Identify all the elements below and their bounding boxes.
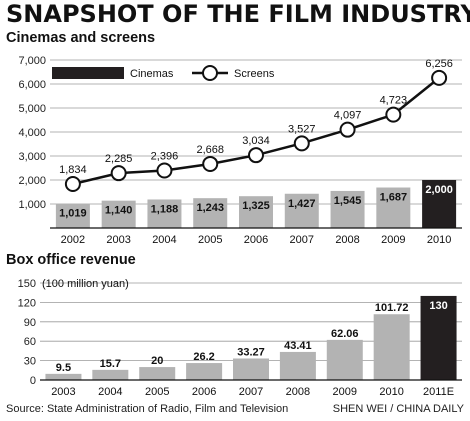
data-label-screens: 3,034 bbox=[242, 135, 270, 147]
data-label-revenue: 101.72 bbox=[375, 302, 409, 314]
y-tick-label: 7,000 bbox=[18, 55, 46, 67]
bar-cinemas bbox=[376, 187, 411, 228]
bar-cinemas bbox=[101, 200, 136, 228]
point-screens bbox=[248, 147, 264, 164]
data-label-revenue: 15.7 bbox=[100, 358, 121, 370]
data-label-screens: 2,396 bbox=[151, 150, 179, 162]
legend-label-screens: Screens bbox=[234, 68, 275, 80]
point-screens bbox=[339, 121, 356, 138]
bar-cinemas bbox=[147, 199, 182, 228]
x-tick-label: 2006 bbox=[244, 234, 268, 246]
x-tick-label: 2007 bbox=[239, 386, 263, 398]
data-label-screens: 3,527 bbox=[288, 123, 316, 135]
y-tick-label: 6,000 bbox=[18, 79, 46, 91]
source-note: Source: State Administration of Radio, F… bbox=[6, 403, 289, 415]
x-tick-label: 2007 bbox=[290, 234, 314, 246]
data-label-revenue: 9.5 bbox=[56, 362, 71, 374]
page-title: SNAPSHOT OF THE FILM INDUSTRY bbox=[6, 0, 470, 28]
data-label-cinemas: 1,140 bbox=[105, 205, 133, 217]
x-tick-label: 2005 bbox=[145, 386, 169, 398]
point-screens bbox=[110, 165, 127, 182]
x-tick-label: 2008 bbox=[286, 386, 310, 398]
credit-note: SHEN WEI / CHINA DAILY bbox=[332, 403, 464, 415]
data-label-revenue: 26.2 bbox=[193, 351, 214, 363]
data-label-screens: 1,834 bbox=[59, 164, 87, 176]
y-tick-label: 3,000 bbox=[18, 151, 46, 163]
legend-marker-screens bbox=[202, 65, 218, 81]
x-tick-label: 2003 bbox=[106, 234, 130, 246]
x-tick-label: 2002 bbox=[61, 234, 85, 246]
data-label-revenue: 130 bbox=[429, 300, 447, 312]
x-tick-label: 2008 bbox=[335, 234, 359, 246]
legend-swatch-cinemas bbox=[52, 67, 124, 79]
point-screens bbox=[431, 69, 448, 86]
chart-title-cinemas-screens: Cinemas and screens bbox=[6, 30, 156, 46]
y-tick-label: 90 bbox=[24, 317, 36, 329]
data-label-cinemas: 1,687 bbox=[380, 192, 408, 204]
x-tick-label: 2009 bbox=[333, 386, 357, 398]
x-tick-label: 2010 bbox=[427, 234, 451, 246]
y-tick-label: 150 bbox=[18, 278, 36, 290]
data-label-screens: 6,256 bbox=[425, 58, 453, 70]
y-tick-label: 5,000 bbox=[18, 103, 46, 115]
bar-cinemas bbox=[239, 196, 273, 228]
bar-cinemas bbox=[330, 190, 365, 228]
data-label-screens: 2,668 bbox=[196, 144, 224, 156]
x-tick-label: 2006 bbox=[192, 386, 216, 398]
x-tick-label: 2010 bbox=[379, 386, 403, 398]
bar-revenue bbox=[373, 314, 410, 380]
y-tick-label: 4,000 bbox=[18, 127, 46, 139]
bar-revenue bbox=[92, 369, 129, 380]
x-tick-label: 2004 bbox=[152, 234, 176, 246]
x-tick-label: 2004 bbox=[98, 386, 122, 398]
bar-cinemas bbox=[193, 198, 228, 228]
bar-cinemas bbox=[284, 193, 319, 228]
data-label-cinemas: 1,019 bbox=[59, 208, 87, 220]
data-label-cinemas: 1,427 bbox=[288, 198, 316, 210]
data-label-screens: 4,097 bbox=[334, 110, 362, 122]
point-screens bbox=[156, 162, 173, 179]
x-tick-label: 2003 bbox=[51, 386, 75, 398]
bar-revenue bbox=[279, 351, 316, 380]
data-label-cinemas: 1,545 bbox=[334, 195, 362, 207]
y-tick-label: 120 bbox=[18, 297, 36, 309]
data-label-cinemas: 2,000 bbox=[425, 184, 453, 196]
y-tick-label: 30 bbox=[24, 356, 36, 368]
y-axis-unit: (100 million yuan) bbox=[42, 278, 129, 290]
bar-revenue bbox=[186, 363, 223, 380]
data-label-revenue: 43.41 bbox=[284, 340, 312, 352]
y-tick-label: 0 bbox=[30, 375, 36, 387]
point-screens bbox=[64, 175, 81, 192]
bar-revenue bbox=[420, 295, 457, 380]
data-label-cinemas: 1,243 bbox=[196, 202, 224, 214]
data-label-cinemas: 1,325 bbox=[242, 200, 270, 212]
data-label-screens: 2,285 bbox=[105, 153, 133, 165]
bar-revenue bbox=[45, 373, 82, 380]
bar-revenue bbox=[233, 358, 269, 380]
bar-revenue bbox=[326, 339, 363, 380]
x-tick-label: 2009 bbox=[381, 234, 405, 246]
bar-cinemas bbox=[55, 203, 90, 228]
legend-label-cinemas: Cinemas bbox=[130, 68, 174, 80]
y-tick-label: 2,000 bbox=[18, 175, 46, 187]
data-label-revenue: 62.06 bbox=[331, 328, 359, 340]
x-tick-label: 2011E bbox=[423, 386, 454, 398]
data-label-revenue: 33.27 bbox=[237, 346, 265, 358]
y-tick-label: 1,000 bbox=[18, 199, 46, 211]
data-label-cinemas: 1,188 bbox=[151, 203, 179, 215]
data-label-revenue: 20 bbox=[151, 355, 163, 367]
bar-revenue bbox=[139, 367, 176, 380]
chart-title-box-office: Box office revenue bbox=[6, 252, 136, 268]
y-tick-label: 60 bbox=[24, 336, 36, 348]
point-screens bbox=[293, 135, 310, 152]
point-screens bbox=[202, 155, 219, 172]
bar-cinemas bbox=[422, 180, 457, 228]
data-label-screens: 4,723 bbox=[380, 95, 408, 107]
x-tick-label: 2005 bbox=[198, 234, 222, 246]
point-screens bbox=[385, 106, 402, 123]
